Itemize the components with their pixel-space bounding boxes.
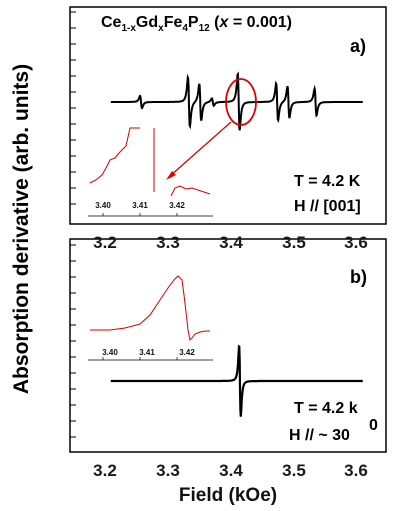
inset-a-tick-label: 3.41 xyxy=(132,201,148,210)
panel-b-temperature: T = 4.2 k xyxy=(294,400,358,417)
panel-a-temperature: T = 4.2 K xyxy=(294,173,361,190)
zoom-arrowhead xyxy=(166,171,176,180)
panel-a-label: a) xyxy=(350,36,366,56)
x-tick-label: 3.3 xyxy=(156,461,180,480)
y-axis-label: Absorption derivative (arb. units) xyxy=(10,64,33,394)
x-axis-label: Field (kOe) xyxy=(179,485,277,506)
x-tick-label: 3.5 xyxy=(282,233,306,252)
x-tick-label: 3.2 xyxy=(93,461,117,480)
x-tick-label: 3.4 xyxy=(219,461,243,480)
panel-b-label: b) xyxy=(350,267,367,287)
inset-a-spectrum-line xyxy=(89,127,211,197)
zoom-region-marker xyxy=(225,78,257,126)
x-tick-label: 3.5 xyxy=(282,461,306,480)
inset-b-tick-label: 3.41 xyxy=(139,348,155,357)
chart-title: Ce1-xGdxFe4P12 (x = 0.001) xyxy=(101,14,292,34)
panel-a-frame xyxy=(69,6,387,225)
x-tick-label: 3.2 xyxy=(93,233,117,252)
inset-b-tick-label: 3.40 xyxy=(102,348,118,357)
x-tick-label: 3.6 xyxy=(344,461,368,480)
zoom-arrow xyxy=(169,121,232,177)
x-tick-label: 3.3 xyxy=(156,233,180,252)
panel-b-frame xyxy=(69,238,387,453)
inset-a-tick-label: 3.40 xyxy=(95,201,111,210)
panel-a-field-direction: H // [001] xyxy=(294,198,361,215)
panel-b-degree-superscript: 0 xyxy=(369,417,378,434)
inset-b-tick-label: 3.42 xyxy=(179,348,195,357)
y-minor-ticks xyxy=(70,11,76,438)
panel-b-spectrum-line xyxy=(110,344,363,417)
x-tick-label: 3.6 xyxy=(344,233,368,252)
inset-b-spectrum-line xyxy=(90,275,210,342)
inset-a-tick-label: 3.42 xyxy=(169,201,185,210)
x-tick-label: 3.4 xyxy=(219,233,243,252)
panel-b-field-direction: H // ~ 30 xyxy=(289,427,350,444)
panel-a-spectrum-line xyxy=(110,71,363,131)
